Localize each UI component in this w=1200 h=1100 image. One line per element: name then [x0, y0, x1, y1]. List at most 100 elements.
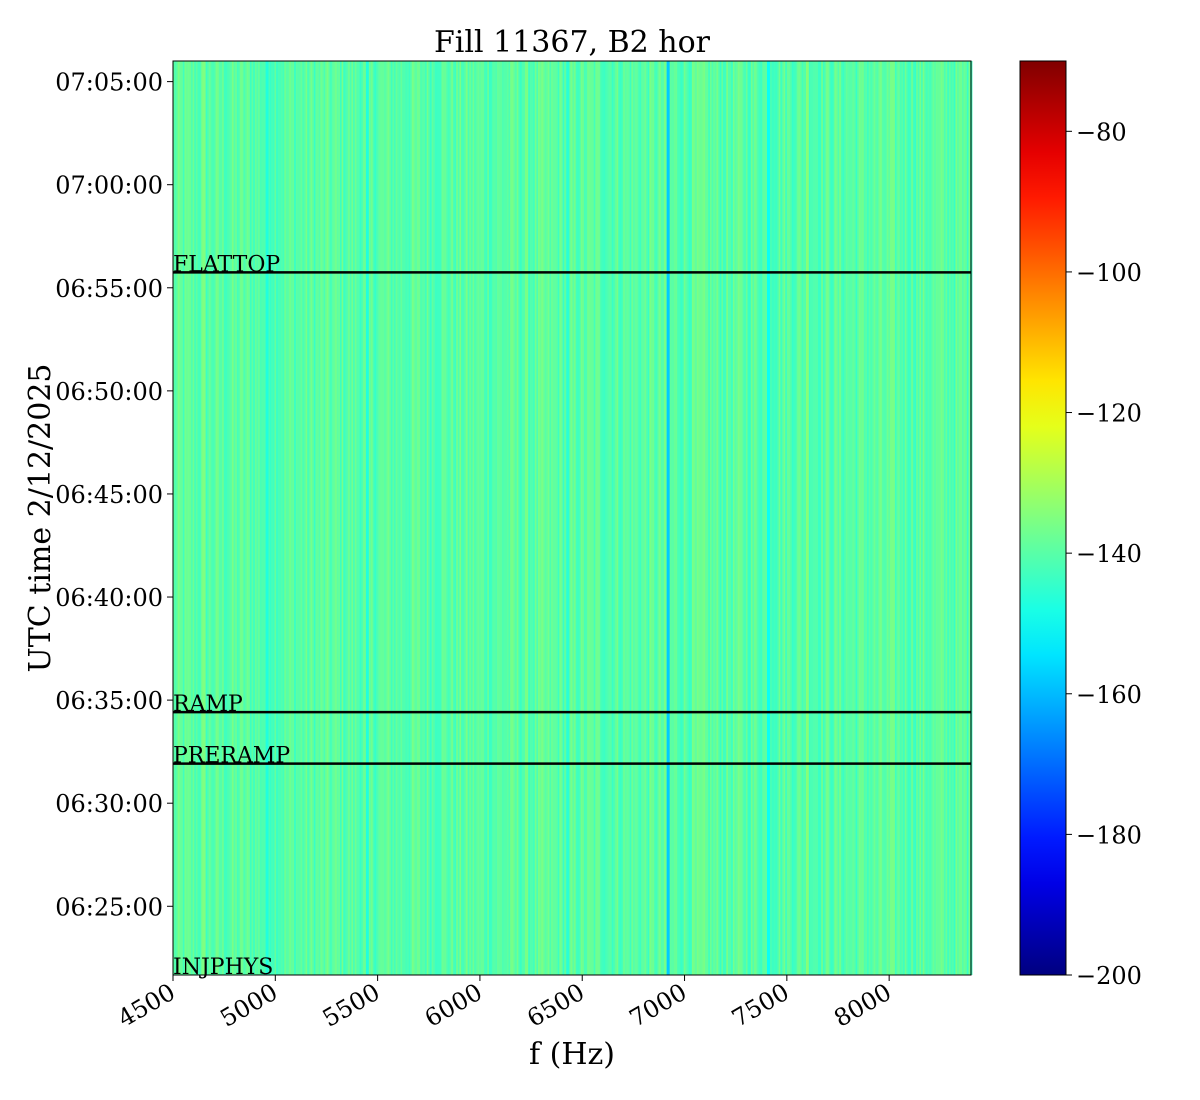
- heatmap-column: [182, 61, 186, 975]
- heatmap-column: [210, 61, 213, 975]
- heatmap-column: [963, 61, 966, 975]
- heatmap-column: [732, 61, 736, 975]
- heatmap-column: [852, 61, 855, 975]
- heatmap-column: [695, 61, 698, 975]
- heatmap-column: [610, 61, 613, 975]
- heatmap-column: [701, 61, 704, 975]
- heatmap-column: [562, 61, 565, 975]
- heatmap-column: [449, 61, 452, 975]
- heatmap-column: [515, 61, 518, 975]
- heatmap-column: [390, 61, 393, 975]
- heatmap-column: [233, 61, 236, 975]
- heatmap-column: [742, 61, 745, 975]
- heatmap-column: [220, 61, 223, 975]
- heatmap-column: [300, 61, 303, 975]
- event-label: RAMP: [173, 692, 243, 717]
- x-tick-label: 5000: [215, 978, 282, 1033]
- heatmap-column: [313, 61, 317, 975]
- heatmap-column: [246, 61, 249, 975]
- heatmap-column: [593, 61, 596, 975]
- heatmap-column: [539, 61, 542, 975]
- x-tick-label: 4500: [113, 978, 180, 1033]
- heatmap-column: [696, 61, 700, 975]
- heatmap-column: [191, 61, 194, 975]
- heatmap-column: [958, 61, 961, 975]
- heatmap-column: [718, 61, 721, 975]
- heatmap-column: [430, 61, 433, 975]
- heatmap-column: [947, 61, 950, 975]
- heatmap-column: [320, 61, 323, 975]
- heatmap-column: [323, 61, 326, 975]
- heatmap-column: [768, 61, 772, 975]
- heatmap-column: [965, 61, 968, 975]
- heatmap-column: [745, 61, 749, 975]
- heatmap-column: [616, 61, 619, 975]
- heatmap-column: [781, 61, 785, 975]
- heatmap-column: [367, 61, 371, 975]
- heatmap-column: [598, 61, 601, 975]
- heatmap-column: [850, 61, 853, 975]
- heatmap-column: [937, 61, 940, 975]
- heatmap-column: [785, 61, 788, 975]
- heatmap-column: [580, 61, 583, 975]
- heatmap-column: [382, 61, 385, 975]
- heatmap-column: [755, 61, 758, 975]
- heatmap-column: [511, 61, 515, 975]
- heatmap-column: [786, 61, 790, 975]
- heatmap-column: [420, 61, 423, 975]
- heatmap-column: [438, 61, 441, 975]
- heatmap-column: [529, 61, 533, 975]
- heatmap-column: [957, 61, 960, 975]
- heatmap-column: [917, 61, 921, 975]
- heatmap-column: [765, 61, 768, 975]
- heatmap-column: [351, 61, 354, 975]
- heatmap-column: [492, 61, 495, 975]
- heatmap-column: [906, 61, 909, 975]
- heatmap-column: [811, 61, 814, 975]
- heatmap-column: [904, 61, 907, 975]
- heatmap-column: [726, 61, 729, 975]
- heatmap-column: [289, 61, 292, 975]
- heatmap-column: [524, 61, 528, 975]
- heatmap-column: [433, 61, 436, 975]
- y-tick-label: 06:45:00: [55, 481, 163, 509]
- heatmap-column: [727, 61, 731, 975]
- heatmap-column: [281, 61, 284, 975]
- heatmap-column: [814, 61, 817, 975]
- heatmap-column: [470, 61, 474, 975]
- heatmap-column: [772, 61, 775, 975]
- heatmap-column: [490, 61, 493, 975]
- heatmap-column: [709, 61, 713, 975]
- heatmap-column: [321, 61, 325, 975]
- heatmap-column: [912, 61, 916, 975]
- heatmap-column: [628, 61, 631, 975]
- heatmap-column: [844, 61, 847, 975]
- heatmap-column: [582, 61, 585, 975]
- heatmap-column: [855, 61, 858, 975]
- heatmap-column: [541, 61, 544, 975]
- heatmap-column: [909, 61, 912, 975]
- heatmap-column: [798, 61, 801, 975]
- heatmap-column: [551, 61, 554, 975]
- heatmap-column: [241, 61, 244, 975]
- y-axis-ticks: 06:25:00 06:30:00 06:35:00 06:40:00 06:45:00…: [55, 69, 173, 921]
- heatmap-column: [832, 61, 835, 975]
- heatmap-column: [569, 61, 572, 975]
- heatmap-column: [431, 61, 434, 975]
- heatmap-column: [677, 61, 680, 975]
- heatmap-column: [369, 61, 372, 975]
- heatmap-column: [413, 61, 416, 975]
- heatmap-column: [466, 61, 469, 975]
- heatmap-column: [646, 61, 649, 975]
- heatmap-column: [632, 61, 636, 975]
- heatmap-column: [549, 61, 552, 975]
- heatmap-column: [480, 61, 483, 975]
- heatmap-column: [389, 61, 392, 975]
- heatmap-column: [647, 61, 650, 975]
- heatmap-column: [305, 61, 308, 975]
- heatmap-column: [335, 61, 338, 975]
- heatmap-column: [955, 61, 958, 975]
- heatmap-column: [353, 61, 356, 975]
- heatmap-area: [173, 61, 973, 975]
- heatmap-column: [731, 61, 734, 975]
